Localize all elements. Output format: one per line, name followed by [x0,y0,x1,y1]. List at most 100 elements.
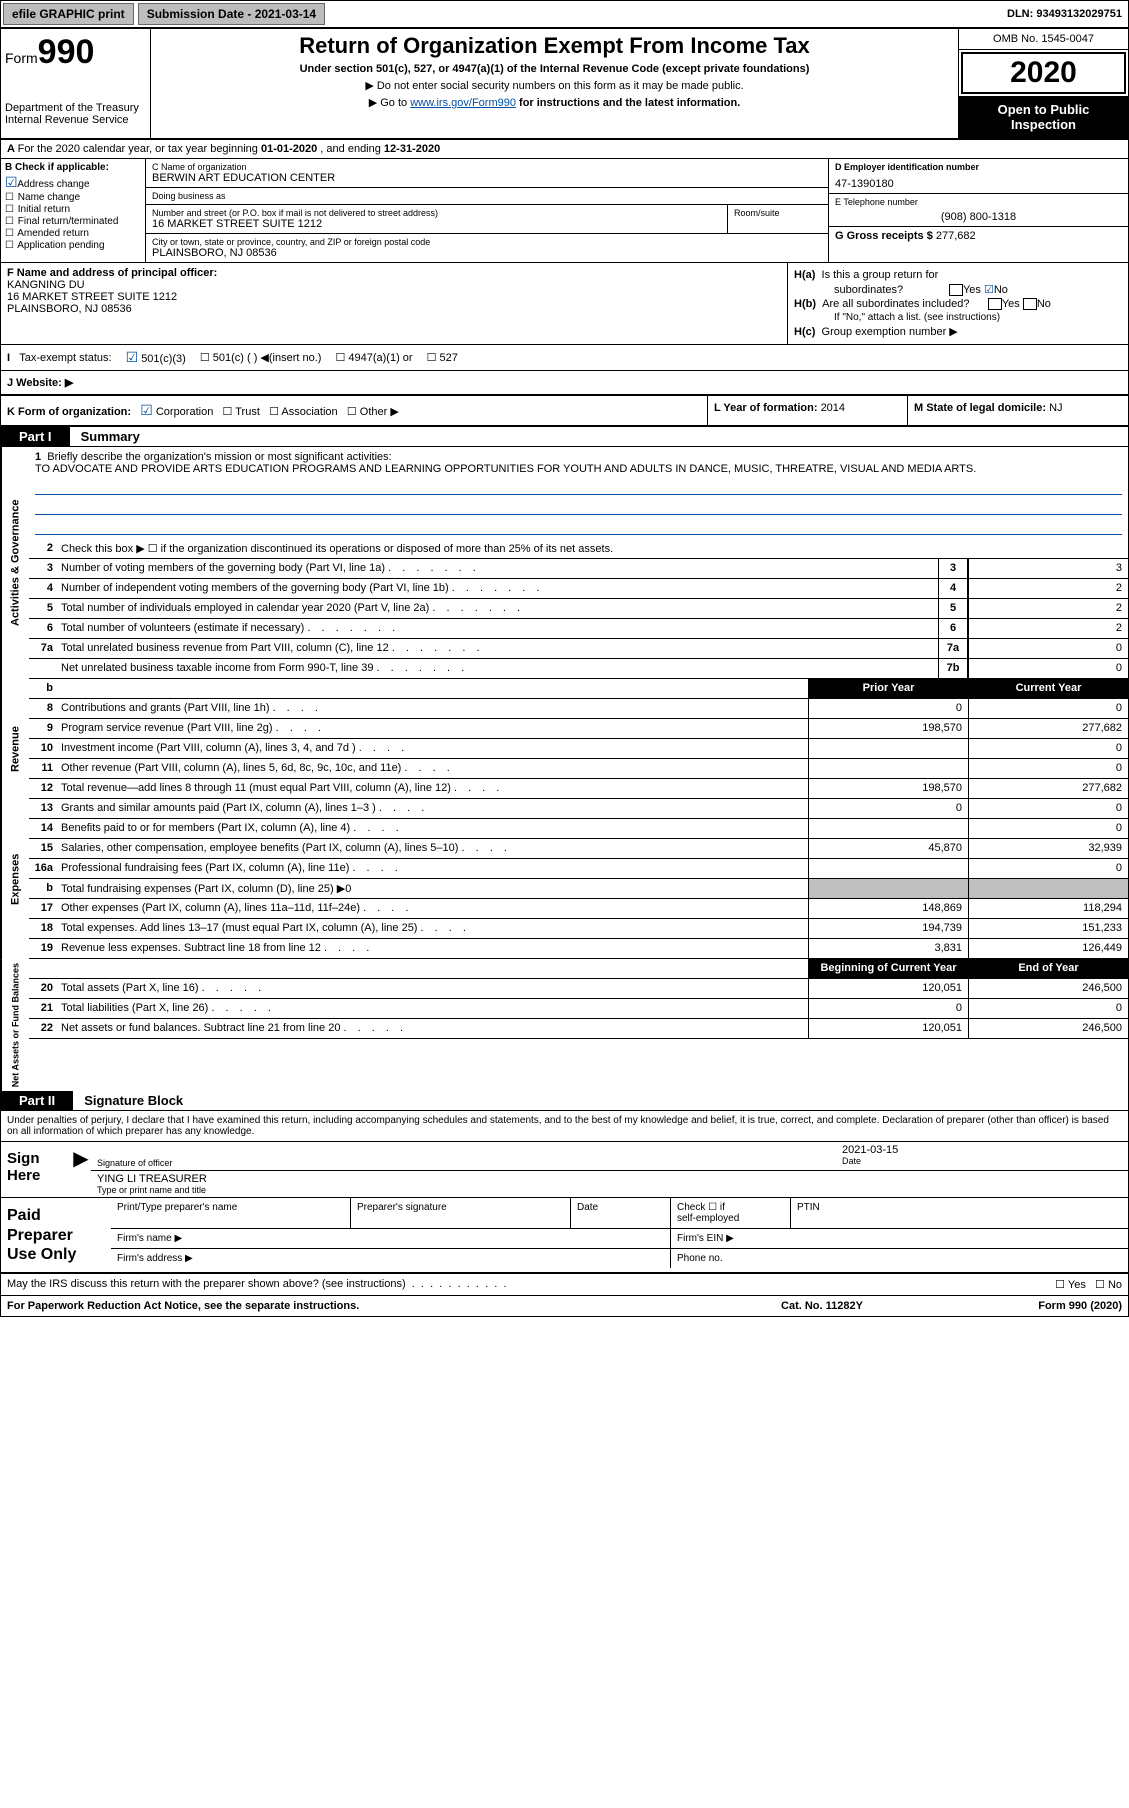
discuss-yes-check[interactable]: ☐ Yes [1055,1278,1086,1291]
firm-name-label: Firm's name ▶ [111,1229,671,1248]
line-box: 5 [938,599,968,618]
curr-val: 32,939 [968,839,1128,858]
summary-line: Total number of volunteers (estimate if … [57,619,938,638]
discuss-no-check[interactable]: ☐ No [1095,1278,1122,1291]
ha-sub: subordinates? [834,284,903,296]
assoc-check[interactable]: ☐ [269,406,279,418]
prior-val [808,859,968,878]
line-value: 2 [968,579,1128,598]
vlabel-revenue: Revenue [1,699,29,799]
efile-print-button[interactable]: efile GRAPHIC print [3,3,134,25]
firm-ein-label: Firm's EIN ▶ [671,1229,1128,1248]
527-check[interactable]: ☐ 527 [427,351,458,364]
phone-cell: E Telephone number (908) 800-1318 [829,194,1128,227]
line-value: 3 [968,559,1128,578]
501c-check[interactable]: ☐ 501(c) ( ) ◀(insert no.) [200,351,322,364]
line-box: 7a [938,639,968,658]
cat-no: Cat. No. 11282Y [722,1300,922,1312]
summary-line: Net assets or fund balances. Subtract li… [57,1019,808,1038]
sig-name-title-label: Type or print name and title [97,1185,1122,1195]
col-b-checkboxes: B Check if applicable: ☑ Address change … [1,159,146,262]
irs-label: Internal Revenue Service [5,114,146,126]
ha-no-check[interactable]: ☑ [984,284,994,296]
sign-arrow-icon: ▶ [71,1142,91,1197]
curr-val: 0 [968,859,1128,878]
check-final-return[interactable]: ☐ Final return/terminated [5,216,141,227]
check-name-change[interactable]: ☐ Name change [5,192,141,203]
sign-here-row: Sign Here ▶ Signature of officer 2021-03… [1,1141,1128,1198]
header-left: Form990 Department of the Treasury Inter… [1,29,151,138]
paid-preparer-row: Paid Preparer Use Only Print/Type prepar… [1,1198,1128,1274]
mission-cell: 1 Briefly describe the organization's mi… [29,447,1128,539]
trust-check[interactable]: ☐ [223,406,233,418]
prior-val: 194,739 [808,919,968,938]
dba-cell: Doing business as [146,188,828,205]
tax-exempt-label: Tax-exempt status: [19,352,111,364]
check-amended-return[interactable]: ☐ Amended return [5,228,141,239]
officer-addr1: 16 MARKET STREET SUITE 1212 [7,291,781,303]
signature-fields: Signature of officer 2021-03-15 Date YIN… [91,1142,1128,1197]
room-cell: Room/suite [728,205,828,233]
street-cell: Number and street (or P.O. box if mail i… [146,205,728,233]
prior-val: 3,831 [808,939,968,958]
tax-year: 2020 [961,52,1126,94]
prior-val [808,819,968,838]
street-value: 16 MARKET STREET SUITE 1212 [152,218,721,230]
corp-check[interactable]: ☑ [140,402,153,418]
curr-val: 126,449 [968,939,1128,958]
curr-val: 0 [968,739,1128,758]
summary-section: Activities & Governance1 Briefly describ… [1,447,1128,1091]
street-label: Number and street (or P.O. box if mail i… [152,208,721,218]
hb-no-check[interactable] [1023,298,1037,310]
curr-val [968,879,1128,898]
sig-date-value: 2021-03-15 [842,1144,1122,1156]
summary-line: Total expenses. Add lines 13–17 (must eq… [57,919,808,938]
address-row: Number and street (or P.O. box if mail i… [146,205,828,233]
prep-date-hdr: Date [571,1198,671,1228]
section-b-c: B Check if applicable: ☑ Address change … [1,159,1128,263]
group-return-section: H(a) Is this a group return for subordin… [788,263,1128,344]
4947-check[interactable]: ☐ 4947(a)(1) or [335,351,412,364]
org-name-cell: C Name of organization BERWIN ART EDUCAT… [146,159,828,188]
state-domicile: M State of legal domicile: NJ [908,396,1128,425]
dba-label: Doing business as [152,191,822,201]
sign-here-label: Sign Here [1,1142,71,1197]
summary-line: Salaries, other compensation, employee b… [57,839,808,858]
form990-link[interactable]: www.irs.gov/Form990 [410,97,516,109]
line-value: 2 [968,599,1128,618]
summary-line: Total revenue—add lines 8 through 11 (mu… [57,779,808,798]
501c3-check[interactable]: ☑ 501(c)(3) [126,349,186,366]
hb-yes-check[interactable] [988,298,1002,310]
ha-yes-check[interactable] [949,284,963,296]
prior-val: 120,051 [808,1019,968,1038]
form-ref: Form 990 (2020) [922,1300,1122,1312]
check-address-change[interactable]: ☑ Address change [5,174,141,191]
prep-selfemp-hdr: Check ☐ ifself-employed [671,1198,791,1228]
curr-val: 0 [968,699,1128,718]
firm-addr-label: Firm's address ▶ [111,1249,671,1268]
summary-line: Benefits paid to or for members (Part IX… [57,819,808,838]
form-title: Return of Organization Exempt From Incom… [159,33,950,59]
preparer-grid: Print/Type preparer's name Preparer's si… [111,1198,1128,1272]
current-year-hdr: Current Year [968,679,1128,698]
col-b-label: B Check if applicable: [5,162,141,173]
year-formation: L Year of formation: 2014 [708,396,908,425]
row-f-h: F Name and address of principal officer:… [1,263,1128,345]
other-check[interactable]: ☐ [347,406,357,418]
check-initial-return[interactable]: ☐ Initial return [5,204,141,215]
summary-line: Number of voting members of the governin… [57,559,938,578]
summary-line: Other revenue (Part VIII, column (A), li… [57,759,808,778]
prior-val: 0 [808,799,968,818]
form-number: Form990 [5,33,146,72]
hb-sub: If "No," attach a list. (see instruction… [794,312,1122,323]
paperwork-notice: For Paperwork Reduction Act Notice, see … [7,1300,722,1312]
submission-date-button[interactable]: Submission Date - 2021-03-14 [138,3,325,25]
check-application-pending[interactable]: ☐ Application pending [5,240,141,251]
officer-name: KANGNING DU [7,279,781,291]
curr-val: 0 [968,759,1128,778]
phone-no-label: Phone no. [671,1249,1128,1268]
part2-label: Part II [1,1091,73,1110]
vlabel-activities: Activities & Governance [1,447,29,679]
summary-line: Total assets (Part X, line 16) . . . . . [57,979,808,998]
prior-val: 120,051 [808,979,968,998]
